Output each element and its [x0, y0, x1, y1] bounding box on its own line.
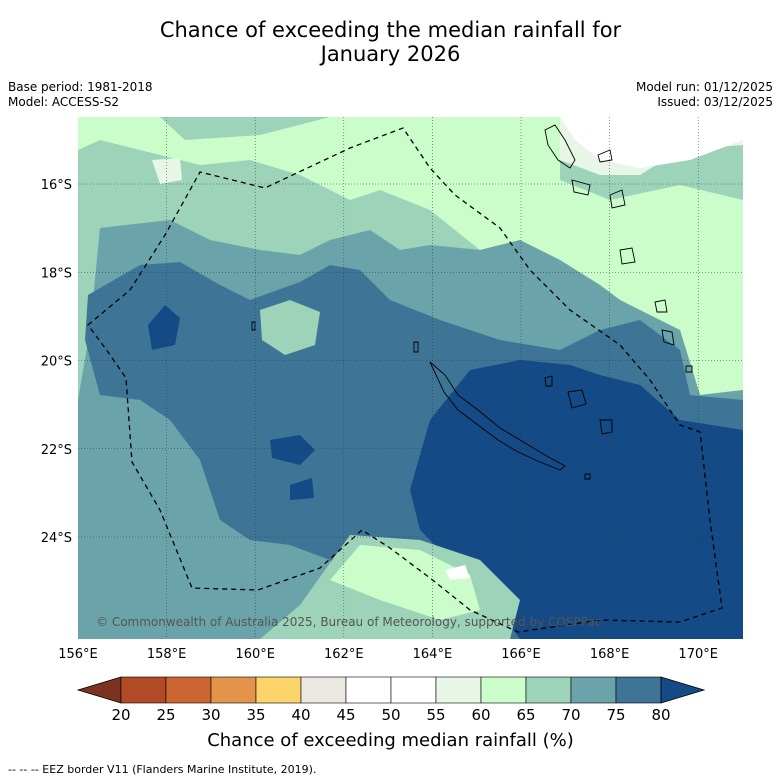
colorbar-segment: [165, 676, 212, 704]
islet-2: [685, 365, 693, 373]
colorbar-segment: [615, 676, 662, 704]
lon-label: 162°E: [324, 647, 364, 662]
colorbar-tick-label: 35: [246, 706, 265, 724]
colorbar-extend-low: [76, 676, 122, 704]
title-line-2: January 2026: [320, 42, 461, 66]
colorbar: [76, 676, 706, 704]
field-below-55: [560, 117, 743, 168]
lon-label: 164°E: [413, 647, 453, 662]
lon-label: 168°E: [590, 647, 630, 662]
island-4: [609, 189, 626, 209]
colorbar-segment: [390, 676, 437, 704]
colorbar-segment: [570, 676, 617, 704]
colorbar-segment: [435, 676, 482, 704]
graticule: [78, 117, 743, 639]
map-title: Chance of exceeding the median rainfall …: [0, 18, 781, 66]
island-3: [571, 179, 591, 196]
title-line-1: Chance of exceeding the median rainfall …: [159, 18, 622, 42]
colorbar-segment: [120, 676, 167, 704]
lat-label: 18°S: [41, 266, 72, 281]
colorbar-tick-label: 20: [111, 706, 130, 724]
lon-label: 158°E: [147, 647, 187, 662]
lon-label: 170°E: [678, 647, 718, 662]
islet-4: [413, 341, 419, 353]
colorbar-segment: [345, 676, 392, 704]
coastlines: [251, 124, 693, 480]
field-70-75-southwest: [78, 550, 250, 639]
lat-label: 22°S: [41, 443, 72, 458]
loyalty-island-1: [567, 389, 587, 409]
islet-1: [584, 473, 591, 480]
colorbar-ticks: 20 25 30 35 40 45 50 55 60 65 70 75 80: [111, 706, 670, 724]
lat-label: 24°S: [41, 531, 72, 546]
lat-label: 20°S: [41, 355, 72, 370]
island-5: [619, 247, 636, 265]
colorbar-tick-label: 40: [291, 706, 310, 724]
colorbar-tick-label: 70: [561, 706, 580, 724]
colorbar-segment: [480, 676, 527, 704]
loyalty-island-2: [599, 419, 613, 435]
colorbar-tick-label: 25: [156, 706, 175, 724]
new-caledonia-island: [429, 361, 566, 471]
colorbar-segment: [210, 676, 257, 704]
lon-label: 156°E: [58, 647, 98, 662]
field-above-80-central: [270, 435, 315, 465]
colorbar-segment: [300, 676, 347, 704]
lon-label: 166°E: [501, 647, 541, 662]
colorbar-tick-label: 60: [471, 706, 490, 724]
colorbar-tick-label: 30: [201, 706, 220, 724]
field-above-80-west: [148, 305, 180, 350]
island-2: [597, 149, 613, 163]
island-6: [654, 299, 668, 313]
rainfall-field: [78, 117, 743, 639]
field-55-60-west: [152, 158, 182, 184]
colorbar-tick-label: 55: [426, 706, 445, 724]
field-60-65-south: [330, 545, 480, 620]
model-run: Model run: 01/12/2025: [635, 80, 773, 94]
field-above-80: [410, 360, 743, 639]
issued-date: Issued: 03/12/2025: [657, 95, 773, 109]
field-above-80-central-2: [290, 478, 314, 500]
colorbar-segment: [525, 676, 572, 704]
eez-border: [87, 127, 723, 633]
colorbar-tick-label: 80: [651, 706, 670, 724]
meta-left: Base period: 1981-2018 Model: ACCESS-S2: [8, 80, 153, 110]
colorbar-segment: [255, 676, 302, 704]
colorbar-extend-high: [660, 676, 706, 704]
vanuatu-north-island: [544, 124, 576, 169]
loyalty-island-3: [544, 375, 553, 387]
lon-label: 160°E: [235, 647, 275, 662]
field-white-south: [445, 565, 470, 580]
colorbar-tick-label: 45: [336, 706, 355, 724]
copyright-text: © Commonwealth of Australia 2025, Bureau…: [96, 615, 601, 629]
base-period: Base period: 1981-2018: [8, 80, 153, 94]
meta-right: Model run: 01/12/2025 Issued: 03/12/2025: [636, 80, 773, 110]
field-65-70-central: [260, 300, 320, 355]
colorbar-tick-label: 65: [516, 706, 535, 724]
field-60-65-north: [78, 117, 743, 395]
model-name: Model: ACCESS-S2: [8, 95, 120, 109]
island-7: [661, 329, 675, 346]
eez-legend-footnote: -- -- -- EEZ border V11 (Flanders Marine…: [8, 763, 317, 776]
latitude-labels: 16°S 18°S 20°S 22°S 24°S: [41, 178, 72, 546]
colorbar-tick-label: 50: [381, 706, 400, 724]
lat-label: 16°S: [41, 178, 72, 193]
colorbar-tick-label: 75: [606, 706, 625, 724]
longitude-labels: 156°E 158°E 160°E 162°E 164°E 166°E 168°E 170°E: [58, 647, 718, 662]
colorbar-title: Chance of exceeding median rainfall (%): [207, 730, 574, 751]
